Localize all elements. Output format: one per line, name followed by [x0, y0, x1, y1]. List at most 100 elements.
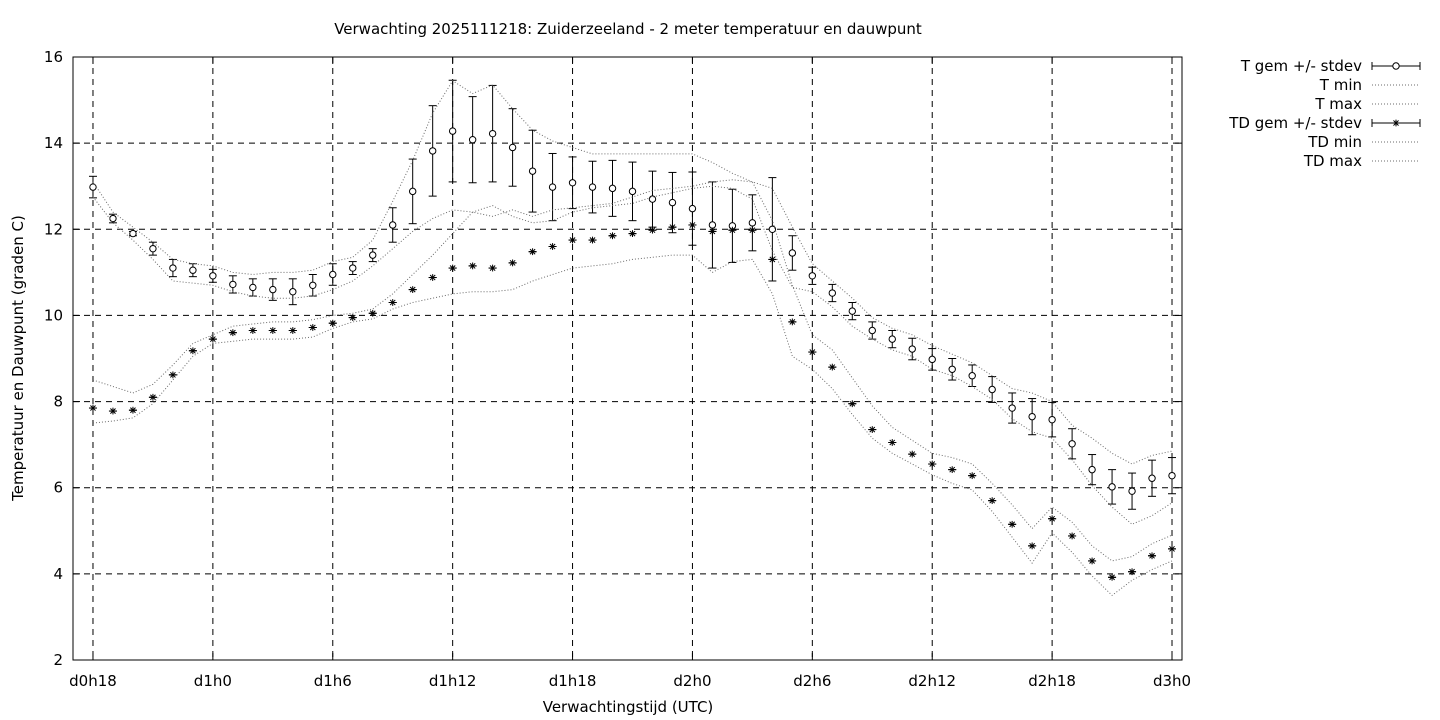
- line-td-max: [92, 179, 1173, 562]
- point-t-gem-stdev: [788, 249, 797, 257]
- point-td-gem-stdev: [868, 426, 876, 433]
- line-t-max: [92, 80, 1173, 465]
- point-td-gem-stdev: [289, 327, 297, 334]
- point-t-gem-stdev: [668, 198, 677, 207]
- point-t-gem-stdev: [948, 365, 956, 373]
- point-t-gem-stdev: [109, 214, 117, 223]
- point-td-gem-stdev: [149, 393, 157, 401]
- legend-item-t-min: T min: [1319, 76, 1420, 94]
- series-td-min: [92, 254, 1173, 597]
- series-td-gem-stdev: [88, 221, 1177, 581]
- point-td-gem-stdev: [549, 243, 556, 250]
- point-td-gem-stdev: [988, 497, 996, 505]
- point-td-gem-stdev: [908, 450, 916, 458]
- point-td-gem-stdev: [629, 230, 636, 237]
- point-td-gem-stdev: [1168, 545, 1176, 553]
- point-td-gem-stdev: [748, 226, 756, 234]
- point-td-gem-stdev: [509, 259, 517, 267]
- x-tick-label: d2h0: [673, 672, 711, 690]
- point-t-gem-stdev: [968, 372, 976, 380]
- legend-item-td-max: TD max: [1303, 152, 1420, 170]
- point-td-gem-stdev: [269, 327, 277, 334]
- point-t-gem-stdev: [488, 129, 497, 138]
- x-tick-label: d1h12: [429, 672, 477, 690]
- point-t-gem-stdev: [988, 385, 996, 394]
- point-td-gem-stdev: [848, 400, 856, 408]
- point-t-gem-stdev: [1148, 474, 1156, 482]
- point-t-gem-stdev: [928, 355, 936, 364]
- point-td-gem-stdev: [709, 228, 716, 235]
- point-td-gem-stdev: [449, 264, 457, 272]
- y-tick-label: 10: [44, 306, 63, 324]
- point-t-gem-stdev: [349, 264, 357, 272]
- point-td-gem-stdev: [1108, 573, 1116, 581]
- point-t-gem-stdev: [588, 183, 597, 191]
- point-t-gem-stdev: [748, 219, 757, 227]
- point-td-gem-stdev: [469, 262, 477, 270]
- point-td-gem-stdev: [609, 232, 616, 240]
- x-tick-label: d2h6: [793, 672, 831, 690]
- x-tick-label: d3h0: [1153, 672, 1191, 690]
- point-t-gem-stdev: [508, 143, 517, 152]
- point-td-gem-stdev: [928, 460, 936, 468]
- legend-item-t-max: T max: [1314, 95, 1420, 113]
- point-t-gem-stdev: [688, 204, 697, 213]
- point-t-gem-stdev: [209, 272, 217, 280]
- point-td-gem-stdev: [429, 274, 437, 281]
- y-axis-label: Temperatuur en Dauwpunt (graden C): [9, 215, 27, 502]
- point-td-gem-stdev: [1048, 515, 1056, 523]
- legend-marker: [1392, 119, 1400, 127]
- y-tick-label: 16: [44, 48, 63, 66]
- legend-label: TD min: [1307, 133, 1362, 151]
- point-t-gem-stdev: [329, 270, 337, 279]
- x-tick-label: d2h12: [908, 672, 956, 690]
- point-td-gem-stdev: [409, 286, 417, 293]
- point-t-gem-stdev: [1088, 465, 1096, 474]
- point-td-gem-stdev: [309, 324, 317, 331]
- point-td-gem-stdev: [389, 299, 397, 306]
- y-tick-label: 4: [53, 565, 63, 583]
- point-t-gem-stdev: [908, 345, 916, 353]
- point-t-gem-stdev: [389, 221, 397, 229]
- x-axis-label: Verwachtingstijd (UTC): [543, 698, 714, 716]
- point-t-gem-stdev: [149, 244, 157, 253]
- y-tick-label: 12: [44, 220, 63, 238]
- point-t-gem-stdev: [408, 187, 417, 196]
- legend-item-td-gem-stdev: TD gem +/- stdev: [1228, 114, 1421, 132]
- point-td-gem-stdev: [229, 329, 237, 337]
- point-td-gem-stdev: [209, 335, 217, 343]
- tick-layer: 2 4 6 8 10 12 14 16 d0h18 d1h0 d1h6 d1h12 d1h18 d2h0 d…: [44, 48, 1191, 690]
- y-tick-label: 14: [44, 134, 63, 152]
- point-t-gem-stdev: [249, 283, 257, 292]
- point-td-gem-stdev: [1068, 532, 1076, 540]
- grid-layer: [73, 57, 1182, 660]
- point-t-gem-stdev: [888, 335, 896, 343]
- point-t-gem-stdev: [648, 195, 657, 203]
- point-td-gem-stdev: [1128, 568, 1136, 576]
- point-t-gem-stdev: [768, 225, 777, 233]
- point-t-gem-stdev: [708, 221, 717, 229]
- point-td-gem-stdev: [589, 236, 596, 244]
- point-td-gem-stdev: [649, 226, 656, 234]
- legend-item-td-min: TD min: [1307, 133, 1420, 151]
- point-td-gem-stdev: [669, 223, 676, 231]
- point-td-gem-stdev: [249, 327, 257, 334]
- y-tick-label: 6: [53, 479, 63, 497]
- series-t-max: [92, 80, 1173, 465]
- legend-marker: [1392, 62, 1400, 70]
- point-td-gem-stdev: [1008, 520, 1016, 528]
- point-td-gem-stdev: [1148, 552, 1156, 560]
- point-td-gem-stdev: [569, 236, 576, 244]
- point-td-gem-stdev: [1088, 557, 1096, 565]
- point-td-gem-stdev: [529, 248, 536, 256]
- legend-label: T max: [1314, 95, 1362, 113]
- point-t-gem-stdev: [828, 289, 837, 297]
- point-td-gem-stdev: [129, 406, 137, 414]
- point-t-gem-stdev: [1048, 415, 1056, 424]
- point-t-gem-stdev: [1068, 440, 1076, 448]
- point-t-gem-stdev: [309, 281, 317, 289]
- point-td-gem-stdev: [89, 404, 97, 412]
- point-t-gem-stdev: [608, 184, 617, 193]
- point-t-gem-stdev: [448, 127, 457, 135]
